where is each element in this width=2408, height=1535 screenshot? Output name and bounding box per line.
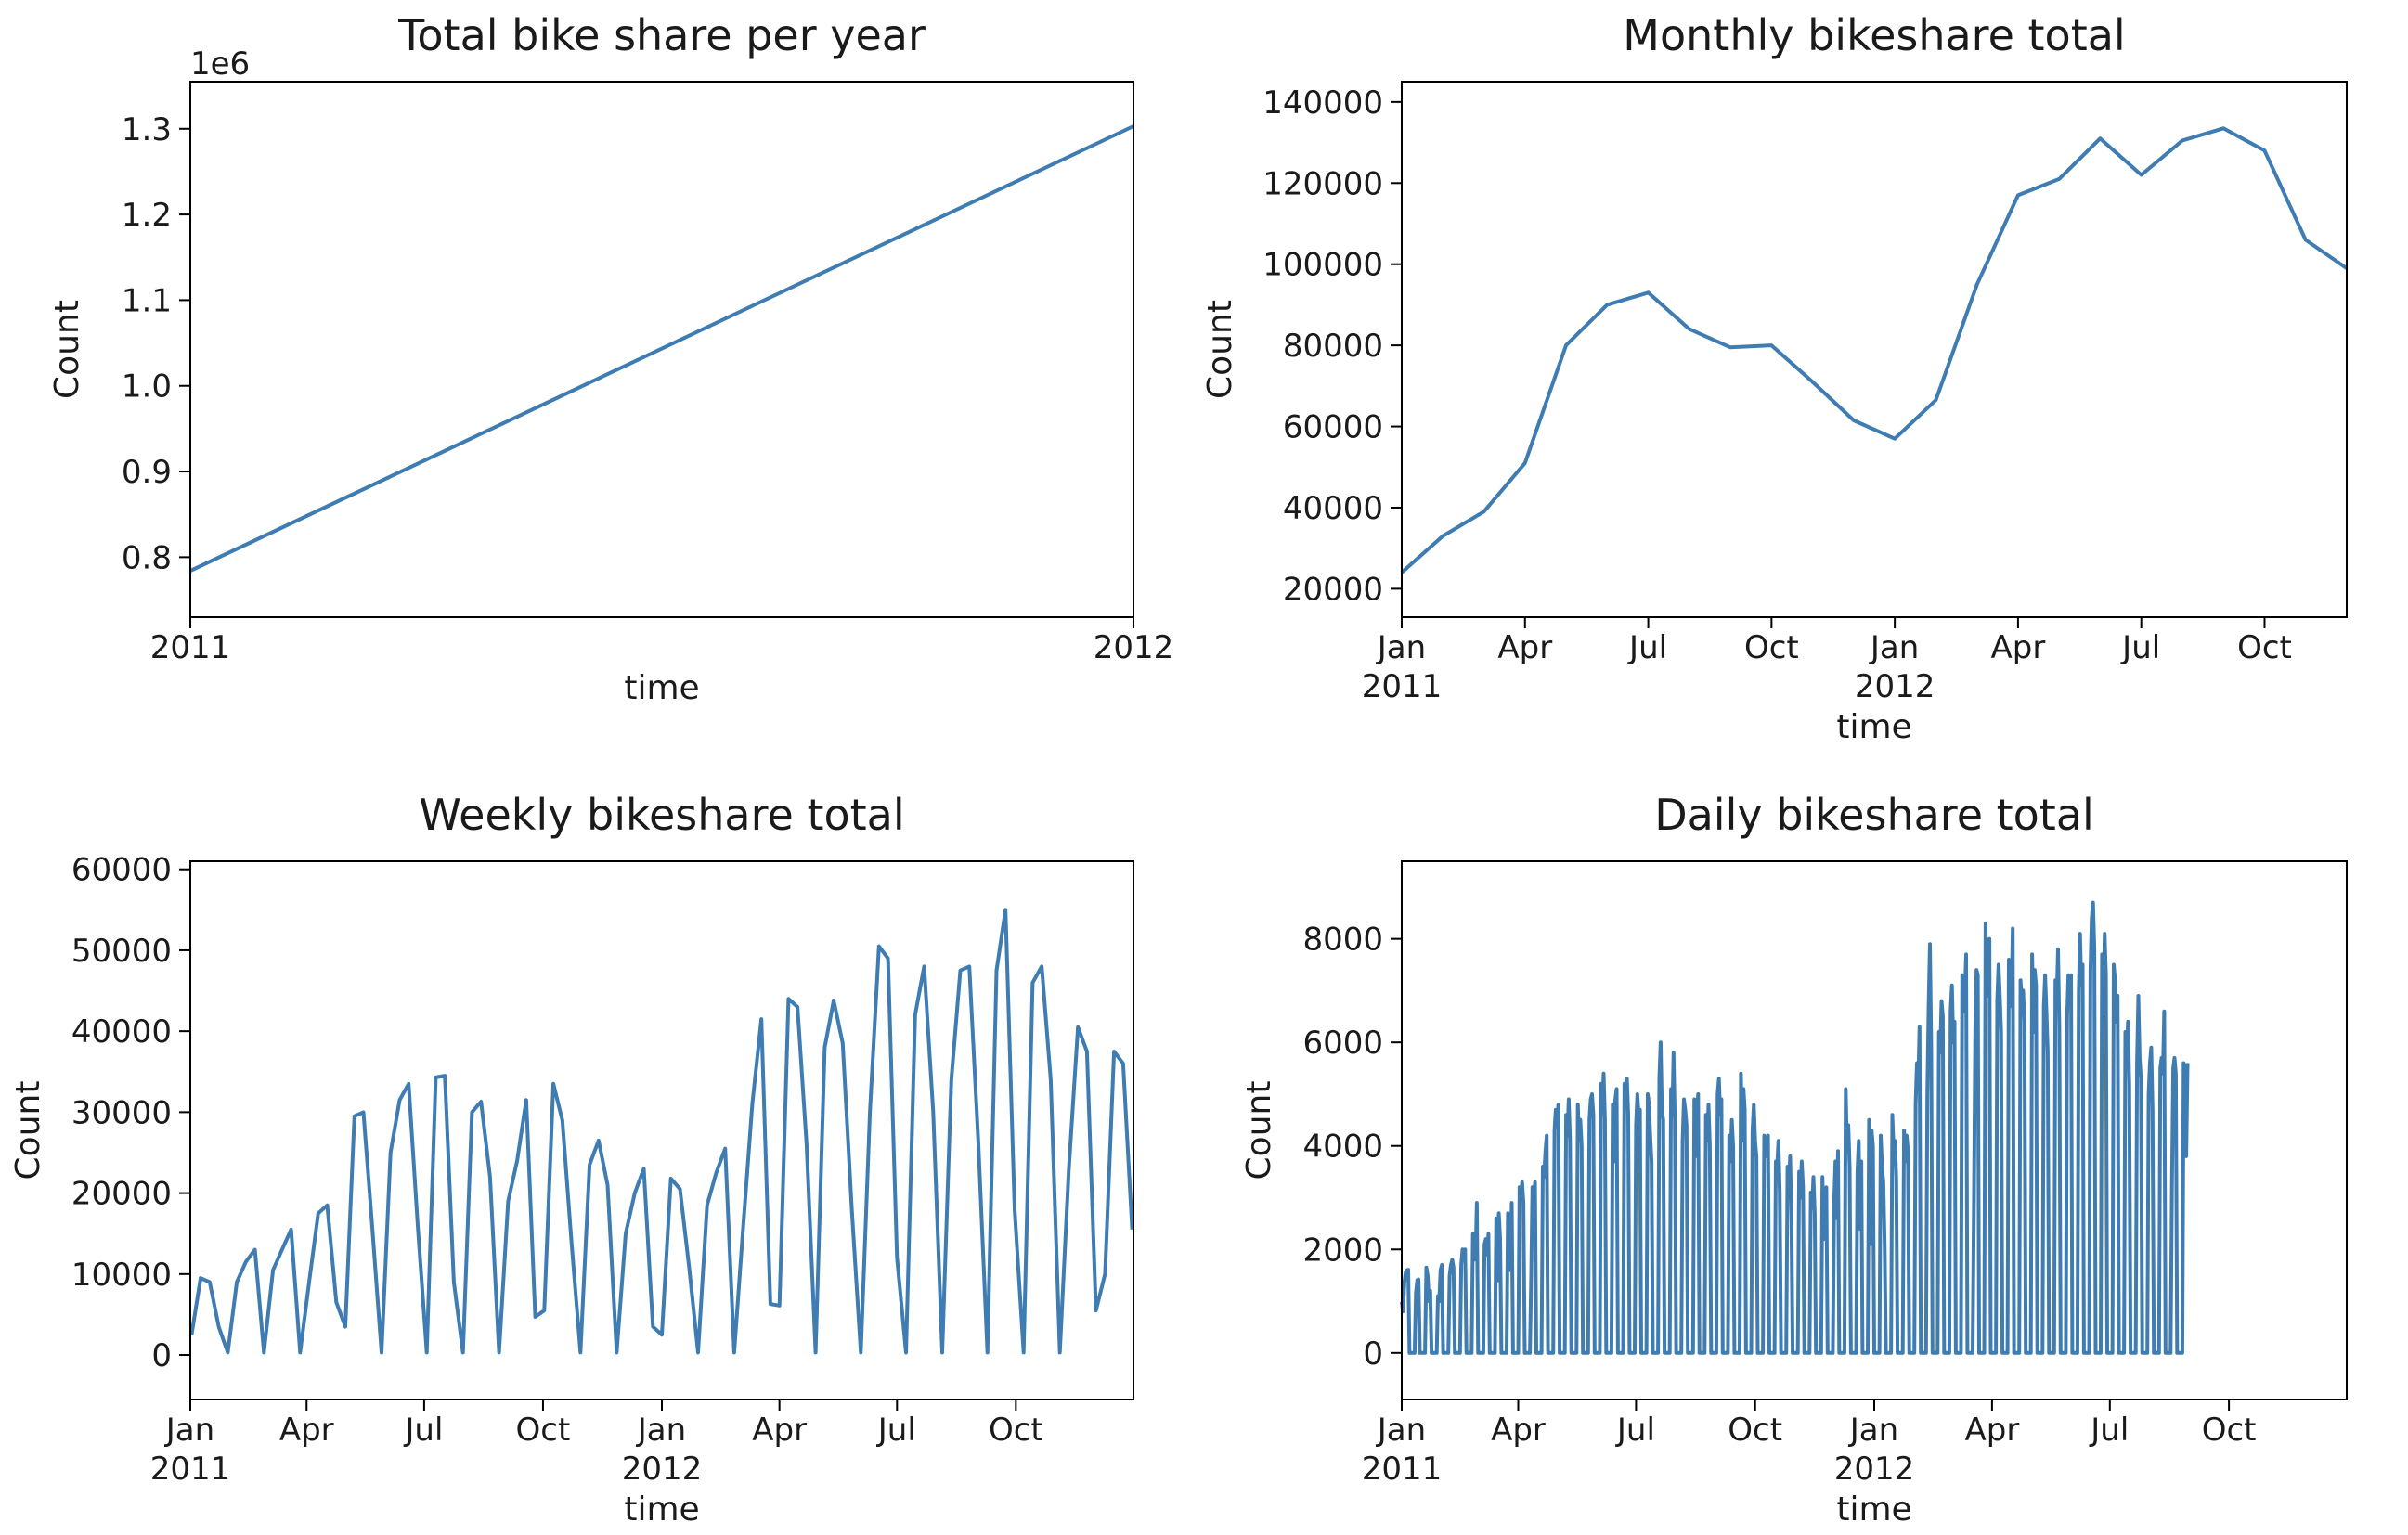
x-tick-label: Jul <box>1627 629 1667 666</box>
x-tick-year-label: 2011 <box>1362 1451 1443 1488</box>
y-tick-label: 8000 <box>1302 922 1383 959</box>
y-axis-label: Count <box>9 1081 47 1180</box>
x-tick-label: Oct <box>516 1412 571 1449</box>
y-tick-label: 60000 <box>71 852 172 889</box>
x-axis-label: time <box>624 1490 699 1529</box>
chart-title: Total bike share per year <box>397 10 926 60</box>
y-tick-label: 50000 <box>71 933 172 970</box>
subplot-3: 0100002000030000400005000060000Jan2011Ap… <box>9 790 1134 1529</box>
x-tick-year-label: 2011 <box>1362 668 1443 705</box>
x-tick-label: Apr <box>1964 1412 2019 1449</box>
x-tick-label: 2012 <box>1094 629 1174 666</box>
y-tick-label: 40000 <box>71 1013 172 1051</box>
y-tick-label: 10000 <box>71 1257 172 1294</box>
y-tick-label: 60000 <box>1283 409 1383 446</box>
x-tick-label: Apr <box>1491 1412 1546 1449</box>
y-tick-label: 0 <box>151 1337 172 1374</box>
y-tick-label: 40000 <box>1283 490 1383 527</box>
x-tick-label: Apr <box>279 1412 334 1449</box>
y-tick-label: 2000 <box>1302 1232 1383 1269</box>
y-axis-label: Count <box>1201 300 1239 399</box>
series-line <box>189 908 1134 1355</box>
x-tick-label: Apr <box>1497 629 1552 666</box>
x-tick-label: Oct <box>2237 629 2292 666</box>
x-tick-year-label: 2012 <box>1834 1451 1915 1488</box>
x-tick-label: Jan <box>164 1412 214 1449</box>
x-axis-label: time <box>1836 708 1911 746</box>
subplot-1: 0.8 0.9 1.0 1.1 1.2 1.3 2011 2012 Total bike sha… <box>48 10 1173 707</box>
x-tick-label: 2011 <box>150 629 231 666</box>
x-tick-label: Oct <box>1728 1412 1782 1449</box>
y-tick-label: 1.3 <box>122 111 172 148</box>
x-tick-label: Jul <box>876 1412 916 1449</box>
x-axis-label: time <box>1836 1490 1911 1529</box>
axes-frame <box>189 81 1134 618</box>
x-tick-label: Apr <box>1990 629 2045 666</box>
y-ticks: 0 10000 20000 30000 40000 50000 60000 <box>71 852 190 1374</box>
x-tick-label: Jan <box>1376 629 1426 666</box>
x-tick-label: Apr <box>752 1412 807 1449</box>
y-tick-label: 20000 <box>1283 571 1383 608</box>
y-tick-label: 1.0 <box>122 368 172 406</box>
y-tick-label: 0.8 <box>122 539 172 576</box>
x-ticks: 2011 2012 <box>150 617 1174 666</box>
y-tick-label: 1.2 <box>122 197 172 234</box>
chart-title: Monthly bikeshare total <box>1623 10 2125 60</box>
x-tick-label: Oct <box>989 1412 1043 1449</box>
axes-frame <box>1401 81 2348 618</box>
x-tick-year-label: 2012 <box>1855 668 1935 705</box>
x-tick-label: Jul <box>2120 629 2160 666</box>
x-tick-year-label: 2011 <box>150 1451 231 1488</box>
x-tick-label: Jan <box>1869 629 1919 666</box>
y-tick-label: 0 <box>1363 1335 1383 1373</box>
chart-title: Weekly bikeshare total <box>419 790 904 840</box>
y-axis-label: Count <box>1240 1081 1278 1180</box>
y-tick-label: 20000 <box>71 1176 172 1213</box>
x-tick-label: Oct <box>2202 1412 2257 1449</box>
x-tick-label: Jul <box>2089 1412 2129 1449</box>
x-tick-label: Jul <box>1615 1412 1655 1449</box>
subplot-2: 20000 40000 60000 80000 100000 120000 140000 Ja… <box>1201 10 2349 746</box>
x-axis-label: time <box>624 669 699 707</box>
series-line <box>1400 900 2190 1355</box>
x-tick-label: Jan <box>636 1412 686 1449</box>
y-tick-label: 0.9 <box>122 454 172 491</box>
y-tick-label: 4000 <box>1302 1129 1383 1166</box>
y-tick-label: 140000 <box>1262 84 1383 122</box>
y-tick-label: 80000 <box>1283 328 1383 365</box>
chart-title: Daily bikeshare total <box>1654 790 2094 840</box>
y-ticks: 0 2000 4000 6000 8000 <box>1302 922 1402 1373</box>
x-tick-label: Oct <box>1744 629 1799 666</box>
x-tick-label: Jan <box>1376 1412 1426 1449</box>
x-tick-label: Jan <box>1848 1412 1898 1449</box>
y-tick-label: 120000 <box>1262 165 1383 202</box>
y-ticks: 20000 40000 60000 80000 100000 120000 140000 <box>1262 84 1402 608</box>
y-tick-label: 1.1 <box>122 282 172 319</box>
x-tick-year-label: 2012 <box>622 1451 703 1488</box>
series-line <box>189 124 1134 573</box>
x-tick-label: Jul <box>403 1412 443 1449</box>
y-offset-label: 1e6 <box>190 45 250 83</box>
y-tick-label: 100000 <box>1262 247 1383 284</box>
y-tick-label: 6000 <box>1302 1025 1383 1062</box>
y-ticks: 0.8 0.9 1.0 1.1 1.2 1.3 <box>122 111 190 576</box>
y-axis-label: Count <box>48 300 86 399</box>
series-line <box>1400 126 2349 574</box>
y-tick-label: 30000 <box>71 1094 172 1131</box>
